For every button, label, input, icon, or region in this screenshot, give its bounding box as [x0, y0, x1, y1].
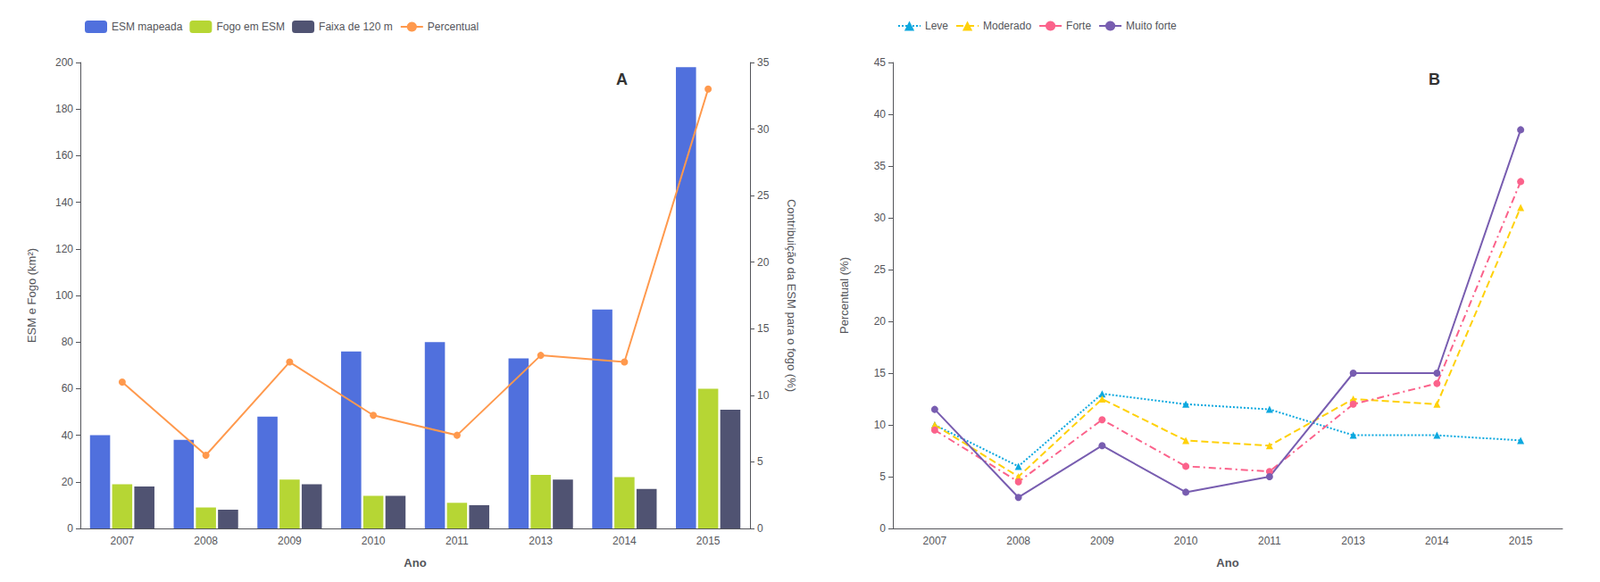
- svg-text:40: 40: [874, 108, 887, 121]
- svg-text:Percentual (%): Percentual (%): [837, 257, 851, 334]
- svg-text:45: 45: [874, 56, 887, 69]
- svg-text:60: 60: [61, 382, 75, 395]
- svg-text:2011: 2011: [445, 534, 469, 548]
- svg-text:2009: 2009: [1090, 534, 1115, 548]
- svg-text:2007: 2007: [110, 534, 135, 548]
- svg-text:Ano: Ano: [1216, 556, 1239, 570]
- svg-text:2013: 2013: [528, 534, 553, 548]
- svg-text:160: 160: [55, 149, 74, 162]
- svg-text:Ano: Ano: [403, 556, 426, 570]
- svg-text:2009: 2009: [277, 534, 302, 548]
- svg-text:20: 20: [61, 475, 75, 489]
- svg-text:15: 15: [757, 322, 770, 335]
- svg-text:40: 40: [61, 429, 75, 442]
- svg-text:30: 30: [757, 123, 770, 136]
- svg-text:140: 140: [55, 196, 74, 209]
- svg-text:ESM mapeada: ESM mapeada: [111, 20, 184, 34]
- svg-text:2014: 2014: [612, 534, 637, 548]
- svg-text:10: 10: [874, 418, 887, 432]
- svg-text:Moderado: Moderado: [983, 19, 1032, 33]
- svg-text:0: 0: [879, 522, 886, 535]
- svg-text:30: 30: [874, 211, 887, 225]
- svg-text:Contribuição da ESM para o fog: Contribuição da ESM para o fogo (%): [784, 199, 799, 392]
- svg-text:2015: 2015: [1508, 534, 1534, 548]
- svg-text:20: 20: [874, 315, 887, 328]
- svg-text:Fogo em ESM: Fogo em ESM: [216, 20, 285, 34]
- svg-text:Forte: Forte: [1066, 19, 1092, 33]
- svg-text:200: 200: [55, 56, 74, 69]
- svg-text:15: 15: [874, 366, 887, 380]
- svg-text:0: 0: [757, 522, 764, 535]
- svg-text:Muito forte: Muito forte: [1125, 19, 1177, 33]
- svg-text:2010: 2010: [1174, 534, 1199, 548]
- svg-text:2008: 2008: [193, 534, 218, 548]
- svg-text:80: 80: [61, 335, 75, 349]
- svg-text:5: 5: [757, 455, 764, 468]
- svg-text:2008: 2008: [1006, 534, 1031, 548]
- svg-text:2011: 2011: [1258, 534, 1282, 548]
- svg-text:A: A: [616, 70, 628, 89]
- svg-text:10: 10: [757, 389, 770, 402]
- svg-text:Leve: Leve: [925, 19, 949, 33]
- svg-text:100: 100: [55, 289, 74, 302]
- svg-text:ESM e Fogo (km²): ESM e Fogo (km²): [25, 248, 39, 343]
- svg-text:120: 120: [55, 242, 74, 256]
- svg-text:2014: 2014: [1425, 534, 1450, 548]
- svg-text:2013: 2013: [1341, 534, 1366, 548]
- svg-text:0: 0: [66, 522, 74, 535]
- svg-text:Faixa de 120 m: Faixa de 120 m: [318, 20, 393, 34]
- svg-text:35: 35: [757, 56, 770, 69]
- svg-text:2015: 2015: [696, 534, 721, 548]
- svg-text:25: 25: [757, 189, 770, 202]
- svg-text:Percentual: Percentual: [427, 20, 479, 34]
- svg-text:5: 5: [879, 470, 886, 484]
- svg-text:180: 180: [55, 102, 74, 116]
- svg-text:35: 35: [874, 159, 887, 173]
- svg-text:25: 25: [874, 263, 887, 276]
- svg-text:B: B: [1428, 70, 1441, 89]
- svg-text:20: 20: [757, 256, 770, 269]
- svg-text:2010: 2010: [361, 534, 386, 548]
- svg-text:2007: 2007: [923, 534, 948, 548]
